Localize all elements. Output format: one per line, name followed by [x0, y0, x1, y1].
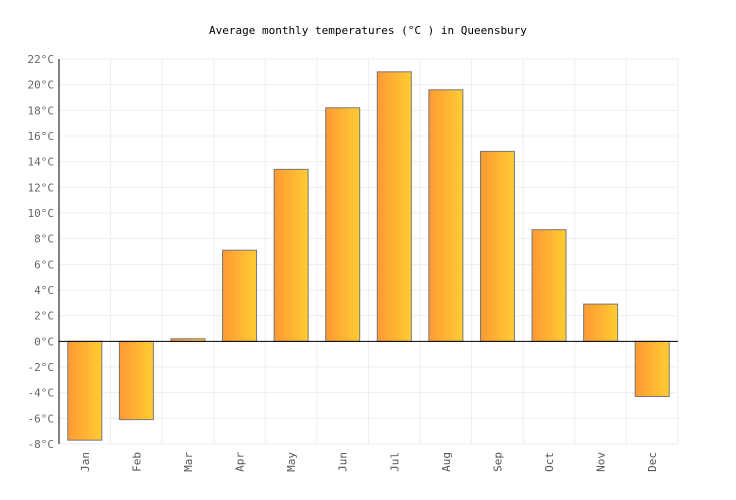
bar-jan [67, 340, 103, 441]
x-tick-label: May [285, 452, 298, 472]
x-tick-label: Jul [388, 452, 401, 472]
bar-sep [479, 150, 515, 342]
y-tick-label: 2°C [34, 310, 54, 323]
y-tick-label: -2°C [28, 361, 55, 374]
y-tick-label: 16°C [28, 130, 55, 143]
y-tick-label: -8°C [28, 438, 55, 451]
bar-nov [583, 303, 619, 342]
x-tick-label: Oct [543, 452, 556, 472]
bar-jul [376, 71, 412, 342]
x-tick-label: Nov [595, 452, 608, 472]
y-tick-label: 14°C [28, 156, 55, 169]
y-tick-label: 20°C [28, 79, 55, 92]
bar-aug [428, 89, 464, 342]
y-tick-label: 12°C [28, 181, 55, 194]
x-tick-label: Sep [491, 452, 504, 472]
bar-oct [531, 229, 567, 342]
x-tick-label: Jun [337, 452, 350, 472]
y-tick-label: 4°C [34, 284, 54, 297]
x-tick-label: Jan [79, 452, 92, 472]
y-tick-label: -6°C [28, 412, 55, 425]
y-tick-label: 10°C [28, 207, 55, 220]
bar-may [273, 168, 309, 342]
y-tick-label: 6°C [34, 258, 54, 271]
y-tick-label: 0°C [34, 335, 54, 348]
y-tick-label: -4°C [28, 387, 55, 400]
bar-feb [118, 340, 154, 421]
x-tick-label: Mar [182, 452, 195, 472]
bar-jun [325, 107, 361, 342]
chart-title: Average monthly temperatures (°C ) in Qu… [209, 24, 527, 37]
y-tick-label: 22°C [28, 53, 55, 66]
x-tick-label: Feb [130, 452, 143, 472]
y-tick-label: 8°C [34, 233, 54, 246]
bar-dec [634, 340, 670, 398]
x-tick-label: Aug [440, 452, 453, 472]
bar-apr [222, 249, 258, 342]
x-tick-label: Dec [646, 452, 659, 472]
y-tick-label: 18°C [28, 104, 55, 117]
x-tick-label: Apr [234, 452, 247, 472]
